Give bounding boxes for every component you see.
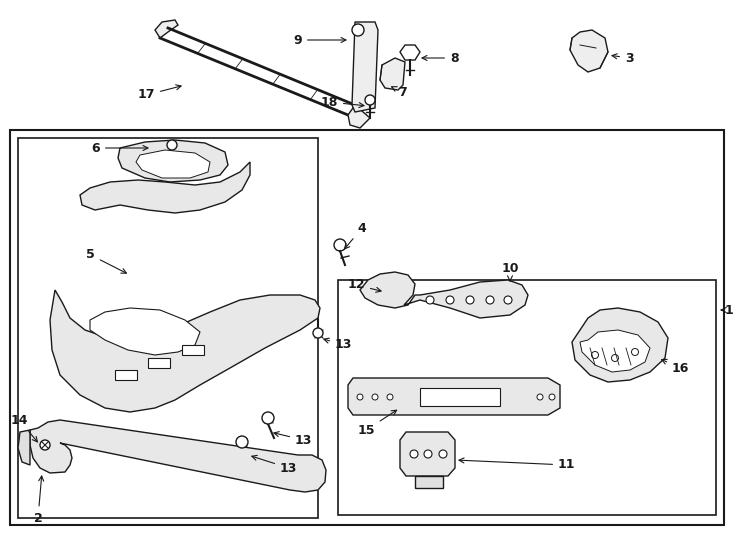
Bar: [182, 345, 204, 355]
Circle shape: [611, 354, 619, 361]
Circle shape: [446, 296, 454, 304]
Text: 5: 5: [87, 248, 126, 273]
Text: 13: 13: [274, 431, 313, 447]
Circle shape: [387, 394, 393, 400]
Bar: [415, 476, 443, 488]
Circle shape: [372, 394, 378, 400]
Text: 17: 17: [137, 85, 181, 102]
Polygon shape: [118, 140, 228, 182]
Text: 10: 10: [501, 261, 519, 281]
Text: 11: 11: [459, 458, 575, 471]
Circle shape: [592, 352, 598, 359]
Polygon shape: [400, 432, 455, 476]
Text: 13: 13: [252, 455, 297, 475]
Circle shape: [357, 394, 363, 400]
Text: 9: 9: [294, 33, 346, 46]
Text: 7: 7: [392, 85, 407, 98]
Polygon shape: [136, 150, 210, 178]
Polygon shape: [50, 290, 320, 412]
Circle shape: [313, 328, 323, 338]
Bar: [420, 388, 500, 406]
Circle shape: [365, 95, 375, 105]
Polygon shape: [352, 22, 378, 112]
Polygon shape: [400, 45, 420, 60]
Polygon shape: [348, 105, 370, 128]
Bar: [338, 280, 716, 515]
Text: 14: 14: [10, 414, 37, 442]
Bar: [10, 130, 724, 525]
Polygon shape: [348, 378, 560, 415]
Circle shape: [504, 296, 512, 304]
Circle shape: [334, 239, 346, 251]
Polygon shape: [155, 20, 178, 38]
Circle shape: [262, 412, 274, 424]
Text: 6: 6: [91, 141, 148, 154]
Polygon shape: [30, 420, 326, 492]
Bar: [115, 370, 137, 380]
Circle shape: [410, 450, 418, 458]
Polygon shape: [80, 162, 250, 213]
Polygon shape: [380, 58, 405, 90]
Text: 4: 4: [344, 221, 366, 249]
Bar: [148, 358, 170, 368]
Polygon shape: [90, 308, 200, 355]
Text: 3: 3: [612, 51, 633, 64]
Circle shape: [236, 436, 248, 448]
Polygon shape: [360, 272, 528, 318]
Polygon shape: [580, 330, 650, 372]
Text: 18: 18: [321, 96, 364, 109]
Text: 12: 12: [347, 279, 381, 292]
Circle shape: [40, 440, 50, 450]
Text: 15: 15: [357, 410, 396, 436]
Text: 1: 1: [722, 303, 734, 316]
Circle shape: [549, 394, 555, 400]
Polygon shape: [18, 430, 30, 465]
Text: 2: 2: [34, 476, 44, 524]
Circle shape: [167, 140, 177, 150]
Circle shape: [439, 450, 447, 458]
Circle shape: [486, 296, 494, 304]
Text: 8: 8: [422, 51, 459, 64]
Polygon shape: [570, 30, 608, 72]
Text: 13: 13: [324, 338, 352, 352]
Circle shape: [631, 348, 639, 355]
Circle shape: [424, 450, 432, 458]
Bar: [18, 138, 318, 518]
Circle shape: [466, 296, 474, 304]
Circle shape: [537, 394, 543, 400]
Polygon shape: [572, 308, 668, 382]
Circle shape: [426, 296, 434, 304]
Text: 16: 16: [661, 359, 689, 375]
Circle shape: [352, 24, 364, 36]
